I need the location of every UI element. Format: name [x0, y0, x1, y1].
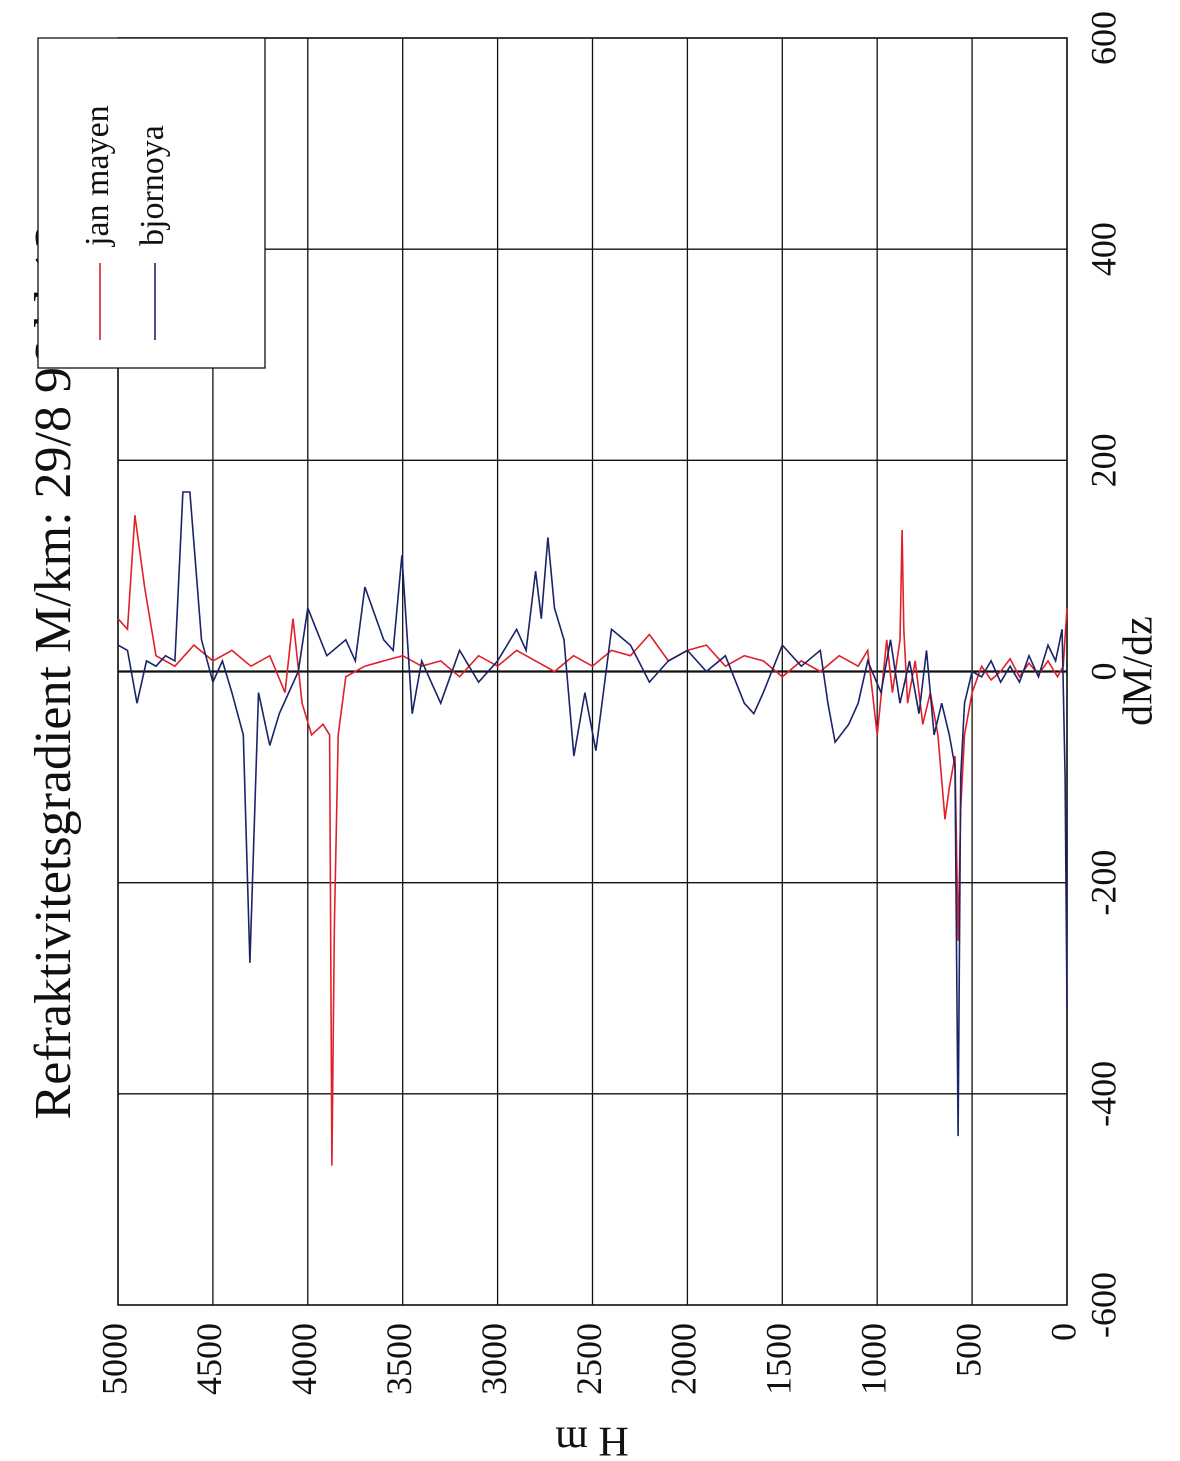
legend-label: bjornoya — [134, 125, 171, 246]
legend-label: jan mayen — [79, 105, 116, 247]
x-axis-label: dM/dz — [1116, 616, 1162, 726]
y-tick-label: 2500 — [569, 1323, 609, 1395]
data-line — [117, 491, 1068, 1137]
x-tick-label: 200 — [1083, 433, 1123, 487]
x-tick-label: -200 — [1083, 850, 1123, 916]
y-tick-label: 5000 — [94, 1323, 134, 1395]
x-tick-label: 400 — [1083, 222, 1123, 276]
y-tick-label: 2000 — [664, 1323, 704, 1395]
y-axis-label: H m — [555, 1417, 629, 1461]
legend-box — [37, 37, 266, 369]
y-tick-label: 4000 — [284, 1323, 324, 1395]
y-tick-label: 4500 — [189, 1323, 229, 1395]
rotated-chart: Refraktivitetsgradient M/km: 29/8 96 kl … — [25, 11, 1162, 1461]
y-tick-label: 3500 — [379, 1323, 419, 1395]
chart-title: Refraktivitetsgradient M/km: 29/8 96 kl … — [25, 223, 82, 1120]
y-tick-label: 500 — [948, 1323, 988, 1377]
y-tick-label: 1500 — [759, 1323, 799, 1395]
x-tick-label: 0 — [1083, 663, 1123, 681]
y-tick-label: 0 — [1043, 1323, 1083, 1341]
x-tick-label: 600 — [1083, 11, 1123, 65]
x-tick-label: -400 — [1083, 1061, 1123, 1127]
y-tick-label: 1000 — [853, 1323, 893, 1395]
y-tick-label: 3000 — [474, 1323, 514, 1395]
x-tick-label: -600 — [1083, 1272, 1123, 1338]
